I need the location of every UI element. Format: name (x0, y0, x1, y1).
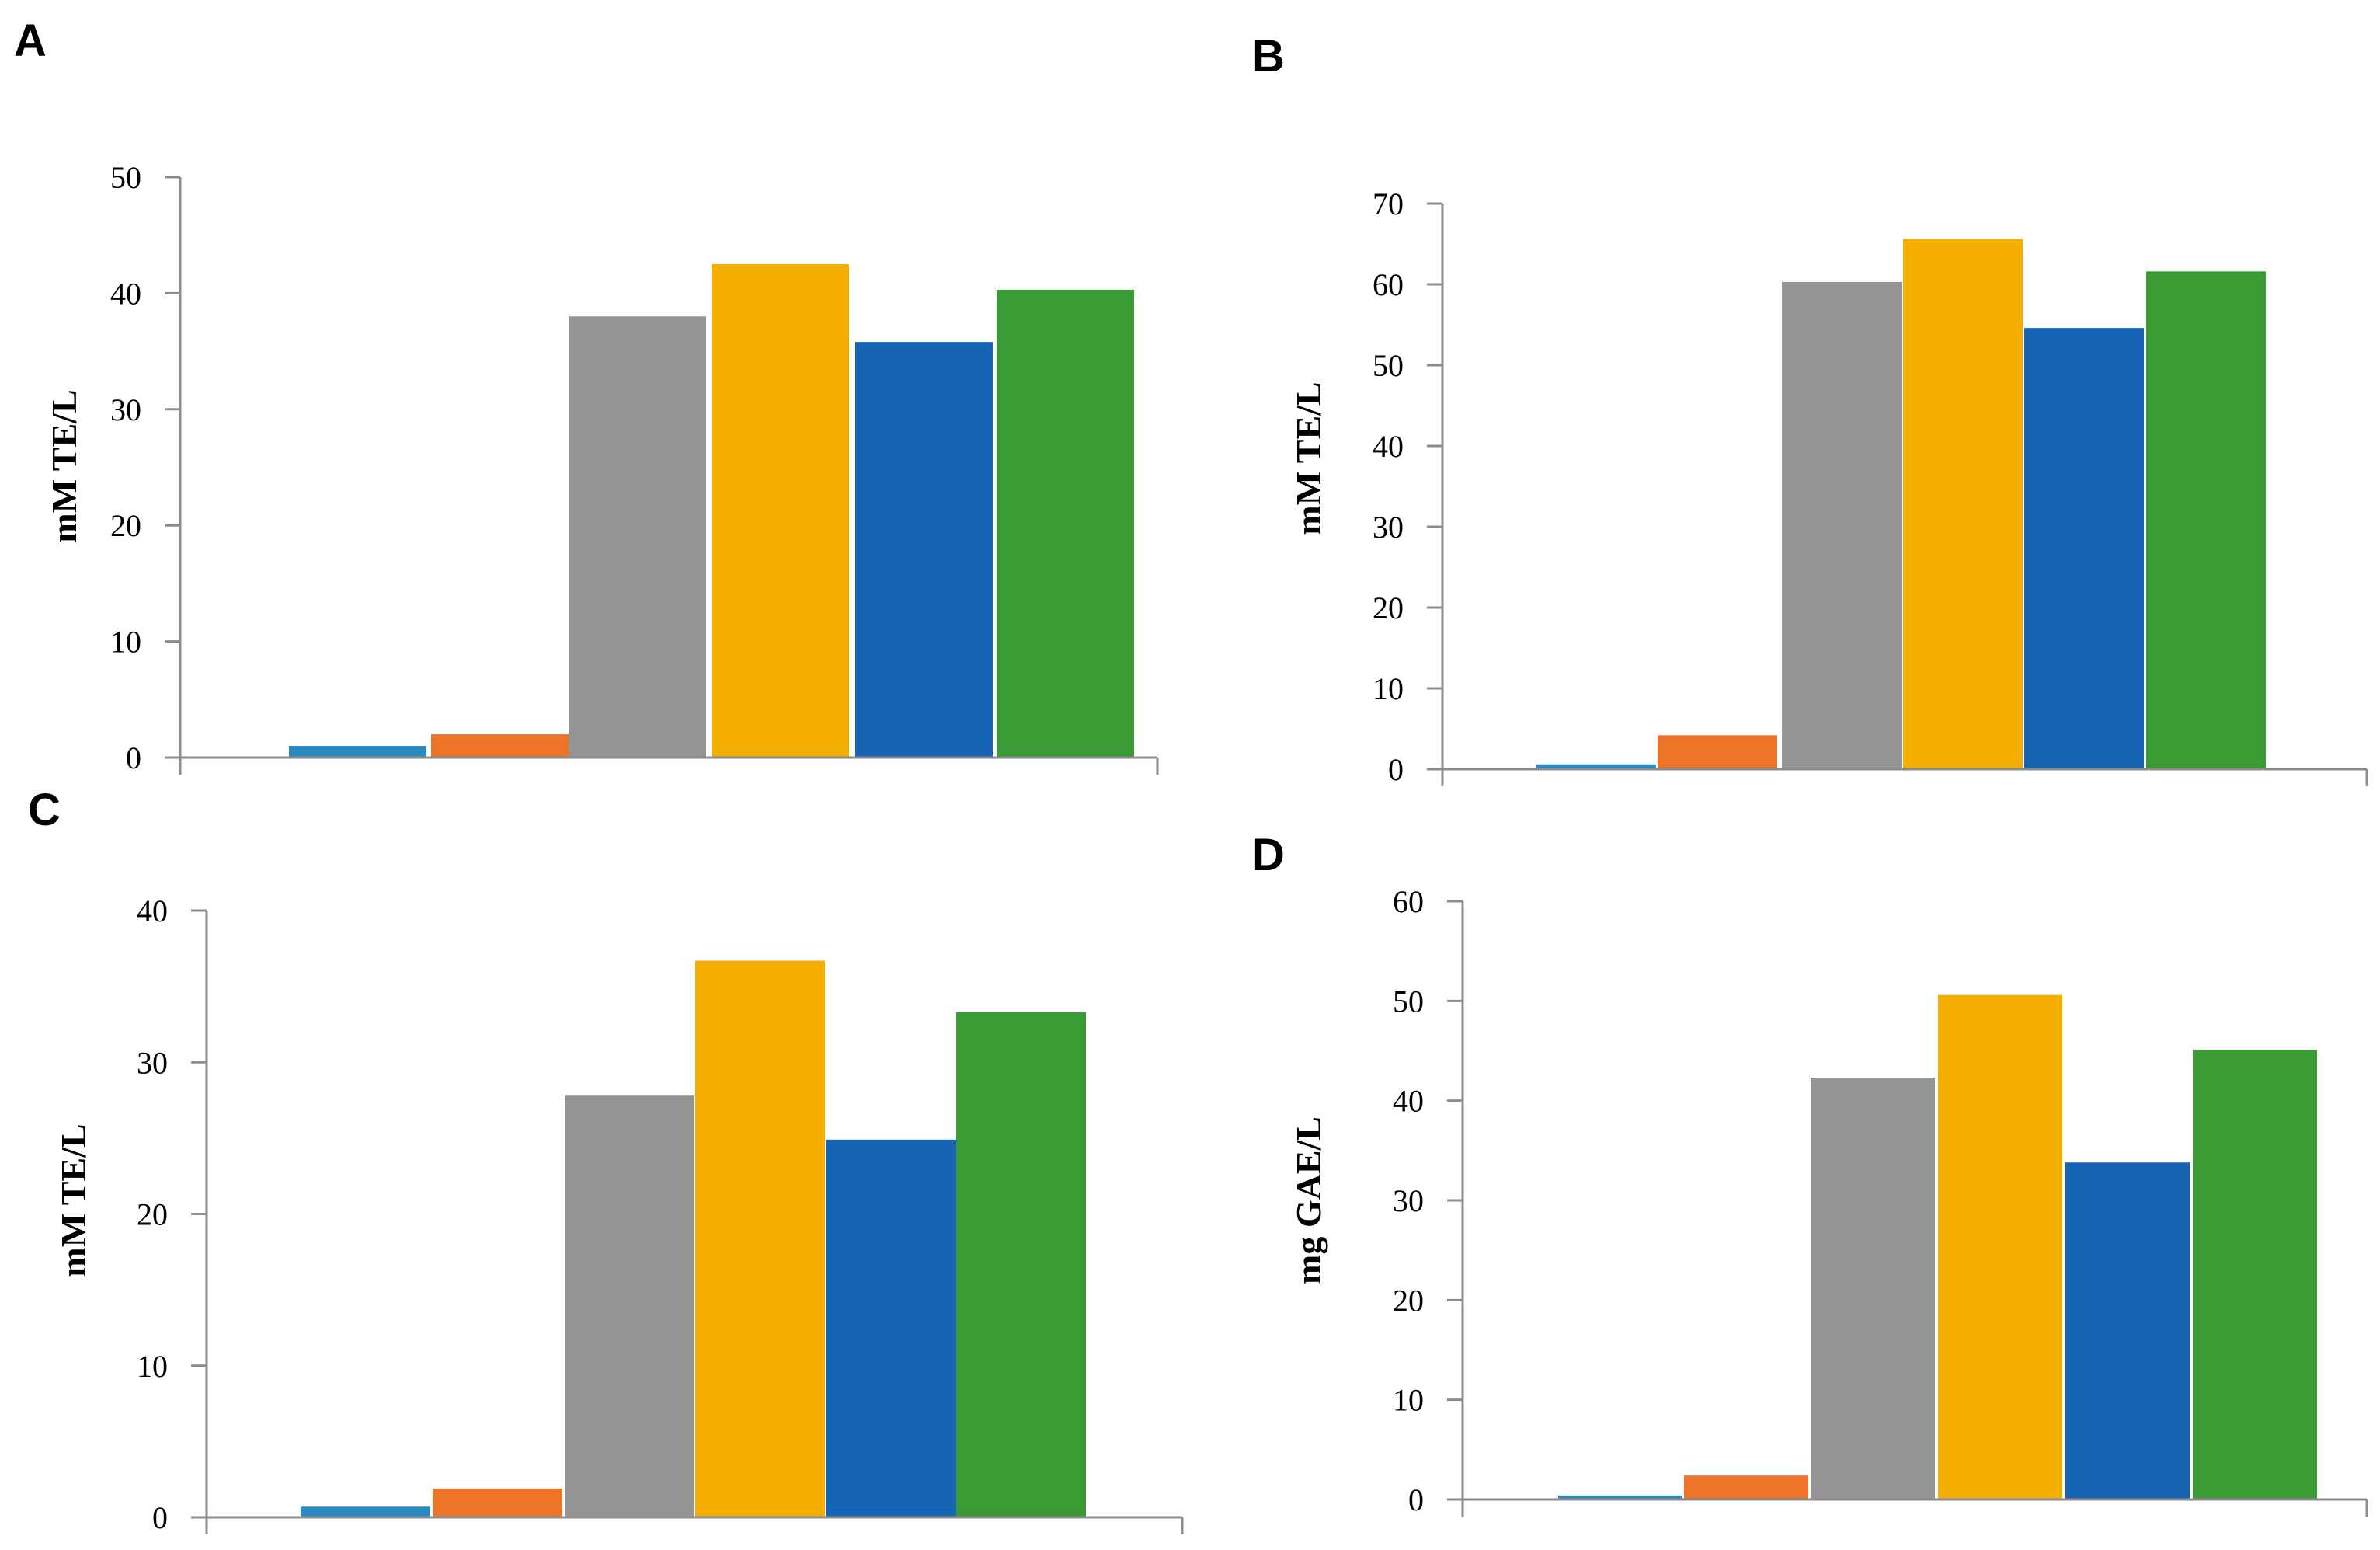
bar-b-2 (1658, 735, 1777, 769)
bar-b-3 (1782, 281, 1902, 769)
y-tick-label-c-0: 0 (152, 1500, 168, 1535)
bar-d-6 (2193, 1050, 2317, 1499)
y-tick-label-a-30: 30 (110, 392, 141, 427)
y-tick-label-d-20: 20 (1393, 1283, 1424, 1318)
bar-d-5 (2065, 1162, 2190, 1499)
bar-b-6 (2146, 271, 2266, 769)
bar-c-6 (956, 1012, 1086, 1517)
y-tick-label-b-40: 40 (1373, 429, 1404, 464)
bar-a-4 (712, 264, 849, 758)
y-tick-label-a-50: 50 (110, 160, 141, 195)
y-tick-label-a-10: 10 (110, 625, 141, 660)
y-tick-label-a-40: 40 (110, 276, 141, 311)
y-tick-label-c-10: 10 (137, 1349, 168, 1384)
bar-d-3 (1811, 1078, 1935, 1499)
y-tick-label-a-0: 0 (126, 740, 141, 775)
y-tick-label-b-60: 60 (1373, 267, 1404, 302)
y-tick-label-b-30: 30 (1373, 510, 1404, 545)
bar-a-2 (431, 734, 569, 758)
bar-c-3 (565, 1095, 694, 1517)
y-tick-label-b-10: 10 (1373, 671, 1404, 706)
panel-letter-b: B (1252, 31, 1285, 82)
y-tick-label-c-30: 30 (137, 1045, 168, 1080)
y-axis-title-b: mM TE/L (1289, 381, 1328, 535)
bar-a-5 (855, 342, 993, 758)
bar-b-1 (1536, 764, 1656, 769)
y-tick-label-b-50: 50 (1373, 348, 1404, 383)
y-tick-label-b-0: 0 (1388, 752, 1404, 787)
y-axis-title-c: mM TE/L (54, 1123, 93, 1277)
bar-b-4 (1903, 239, 2023, 769)
y-tick-label-b-20: 20 (1373, 590, 1404, 625)
bar-a-3 (569, 316, 706, 758)
y-axis-title-a: mM TE/L (44, 389, 84, 542)
panel-letter-d: D (1252, 830, 1285, 880)
y-tick-label-d-60: 60 (1393, 884, 1424, 919)
y-tick-label-d-0: 0 (1408, 1482, 1424, 1517)
panel-letter-c: C (28, 785, 61, 835)
y-tick-label-b-70: 70 (1373, 186, 1404, 221)
y-tick-label-d-50: 50 (1393, 984, 1424, 1019)
y-axis-title-d: mg GAE/L (1289, 1116, 1328, 1284)
bar-a-1 (289, 746, 426, 758)
bar-c-1 (301, 1506, 430, 1517)
y-tick-label-d-30: 30 (1393, 1183, 1424, 1218)
y-tick-label-c-40: 40 (137, 893, 168, 928)
bar-c-4 (695, 960, 825, 1517)
bar-c-5 (826, 1139, 956, 1517)
y-tick-label-d-10: 10 (1393, 1383, 1424, 1418)
bar-b-5 (2024, 328, 2144, 769)
bar-d-2 (1684, 1475, 1808, 1499)
y-tick-label-c-20: 20 (137, 1197, 168, 1232)
bar-a-6 (997, 289, 1134, 758)
bar-c-2 (433, 1488, 562, 1517)
bar-d-1 (1558, 1495, 1682, 1499)
y-tick-label-d-40: 40 (1393, 1084, 1424, 1119)
bar-d-4 (1938, 994, 2062, 1499)
panel-letter-a: A (14, 16, 47, 66)
y-tick-label-a-20: 20 (110, 508, 141, 543)
